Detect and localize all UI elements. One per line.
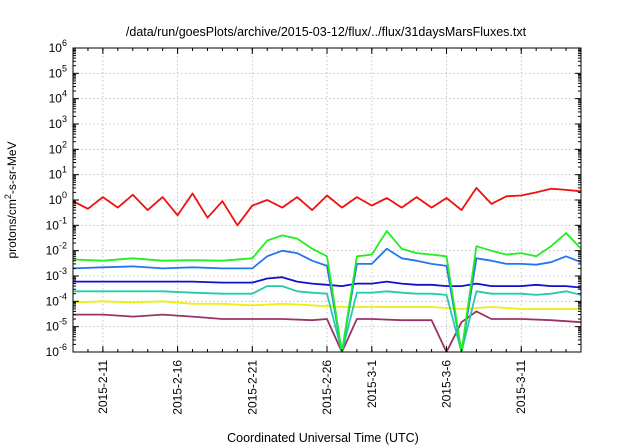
y-tick-base: 10 [49, 142, 63, 156]
y-tick-exp: -3 [59, 266, 67, 276]
axis-ticks [72, 47, 582, 353]
y-tick-exp: -1 [59, 215, 67, 225]
y-tick-label: 10-4 [46, 291, 67, 308]
y-tick-label: 10-6 [46, 342, 67, 359]
y-tick-label: 10-1 [46, 215, 67, 232]
x-tick-label: 2015-3-1 [365, 360, 379, 408]
y-tick-label: 100 [49, 190, 67, 207]
y-tick-label: 10-3 [46, 266, 67, 283]
y-tick-exp: 5 [62, 63, 67, 73]
y-tick-exp: -5 [59, 317, 67, 327]
x-tick-label: 2015-3-11 [514, 360, 528, 414]
y-tick-exp: 4 [62, 89, 67, 99]
y-tick-base: 10 [49, 66, 63, 80]
series-line [73, 310, 581, 352]
series-line [73, 247, 581, 352]
series-line [73, 300, 581, 310]
y-tick-label: 102 [49, 139, 67, 156]
series-line [73, 187, 581, 227]
series-layer [73, 187, 581, 352]
y-tick-exp: -4 [59, 291, 67, 301]
chart-title: /data/run/goesPlots/archive/2015-03-12/f… [126, 25, 527, 39]
y-tick-exp: -2 [59, 241, 67, 251]
y-tick-exp: 1 [62, 165, 67, 175]
y-tick-labels: 10-610-510-410-310-210-11001011021031041… [46, 38, 67, 359]
y-tick-base: 10 [49, 92, 63, 106]
y-tick-label: 103 [49, 114, 67, 131]
y-tick-base: 10 [49, 193, 63, 207]
x-tick-label: 2015-2-16 [171, 360, 185, 415]
y-tick-label: 106 [49, 38, 67, 55]
x-tick-label: 2015-2-26 [320, 360, 334, 415]
y-tick-exp: -6 [59, 342, 67, 352]
y-tick-base: 10 [46, 345, 60, 359]
y-tick-base: 10 [49, 168, 63, 182]
y-tick-base: 10 [46, 244, 60, 258]
series-line [73, 230, 581, 352]
y-tick-label: 104 [49, 89, 67, 106]
y-axis-label-base: protons/cm [5, 199, 19, 258]
y-tick-base: 10 [46, 218, 60, 232]
y-tick-exp: 6 [62, 38, 67, 48]
series-line [73, 285, 581, 352]
y-axis-label: protons/cm2-s-sr-MeV [3, 141, 19, 258]
y-tick-exp: 2 [62, 139, 67, 149]
y-tick-base: 10 [46, 320, 60, 334]
y-axis-label-sup: 2 [3, 194, 13, 199]
y-tick-base: 10 [46, 294, 60, 308]
x-axis-label: Coordinated Universal Time (UTC) [227, 431, 419, 445]
y-tick-label: 10-2 [46, 241, 67, 258]
series-line [73, 276, 581, 289]
y-tick-label: 105 [49, 63, 67, 80]
y-tick-exp: 3 [62, 114, 67, 124]
x-tick-label: 2015-2-21 [245, 360, 259, 415]
x-tick-labels: 2015-2-11 2015-2-16 2015-2-21 2015-2-26 2015… [96, 360, 528, 415]
y-tick-label: 10-5 [46, 317, 67, 334]
x-tick-label: 2015-3-6 [440, 360, 454, 408]
y-tick-exp: 0 [62, 190, 67, 200]
x-tick-label: 2015-2-11 [96, 360, 110, 414]
y-axis-label-rest: -s-sr-MeV [5, 141, 19, 194]
y-tick-base: 10 [49, 41, 63, 55]
y-tick-base: 10 [49, 117, 63, 131]
y-tick-base: 10 [46, 269, 60, 283]
y-tick-label: 101 [49, 165, 67, 182]
